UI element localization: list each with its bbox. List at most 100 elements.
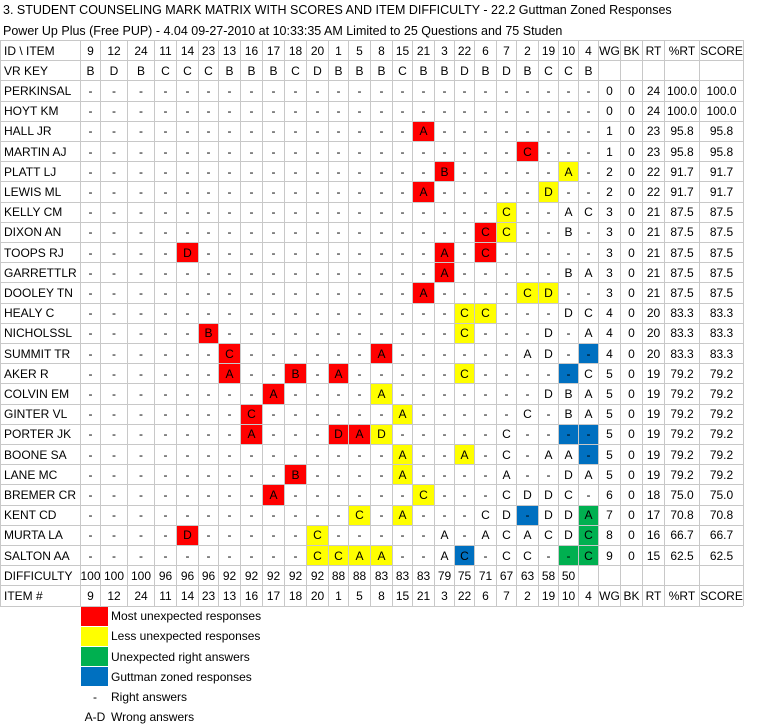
response-cell: -: [163, 265, 168, 280]
wg-value: 4: [606, 306, 613, 321]
response-cell: -: [336, 285, 341, 300]
bk-value: 0: [628, 548, 635, 563]
response-cell-yellow: C: [307, 525, 328, 545]
response-cell: -: [442, 467, 447, 482]
response-cell: -: [206, 427, 211, 442]
response-cell: -: [227, 225, 232, 240]
response-cell: -: [227, 83, 232, 98]
response-cell: -: [357, 124, 362, 139]
response-cell: -: [315, 225, 320, 240]
response-cell-yellow: A: [393, 404, 412, 424]
response-cell: -: [249, 205, 254, 220]
response-cell: -: [227, 265, 232, 280]
response-cell: -: [227, 164, 232, 179]
response-cell: -: [206, 487, 211, 502]
response-cell: -: [249, 164, 254, 179]
response-cell: -: [249, 225, 254, 240]
difficulty-value: 67: [499, 568, 514, 583]
score-value: 79.2: [709, 427, 734, 442]
response-cell: -: [206, 83, 211, 98]
response-cell: C: [502, 427, 511, 442]
response-cell: -: [227, 306, 232, 321]
response-cell-yellow: C: [475, 303, 496, 323]
rt-value: 23: [646, 124, 661, 139]
response-cell: -: [462, 225, 467, 240]
response-cell: -: [206, 225, 211, 240]
response-cell: -: [462, 528, 467, 543]
response-cell: -: [336, 265, 341, 280]
response-cell: -: [293, 83, 298, 98]
response-cell: -: [546, 467, 551, 482]
response-cell: -: [379, 407, 384, 422]
response-cell: -: [546, 83, 551, 98]
response-cell: -: [400, 265, 405, 280]
student-name: LEWIS ML: [4, 184, 62, 199]
rt-value: 19: [646, 427, 661, 442]
response-cell: -: [336, 467, 341, 482]
response-cell: -: [271, 144, 276, 159]
key-cell: B: [269, 63, 278, 78]
score-value: 87.5: [709, 285, 734, 300]
response-cell: -: [293, 346, 298, 361]
response-cell: -: [293, 144, 298, 159]
key-cell: C: [204, 63, 213, 78]
response-cell: -: [271, 548, 276, 563]
pct-rt-value: 79.2: [670, 467, 694, 482]
student-name: KENT CD: [4, 508, 57, 523]
response-cell: -: [112, 386, 116, 401]
key-cell: C: [544, 63, 553, 78]
response-cell: C: [584, 205, 593, 220]
difficulty-value: 88: [331, 568, 346, 583]
response-cell: -: [566, 326, 571, 341]
item-number: 20: [310, 588, 325, 603]
response-cell: A: [584, 467, 593, 482]
column-header: 16: [244, 43, 259, 58]
difficulty-value: 100: [130, 568, 152, 583]
student-name: HOYT KM: [4, 104, 59, 119]
response-cell: -: [400, 184, 405, 199]
response-cell: -: [88, 144, 93, 159]
response-cell: -: [400, 124, 405, 139]
response-cell: -: [112, 184, 116, 199]
response-cell: -: [357, 366, 362, 381]
bk-value: 0: [628, 124, 635, 139]
wg-value: 3: [606, 205, 613, 220]
response-cell: -: [357, 407, 362, 422]
difficulty-value: 63: [520, 568, 535, 583]
item-number: 19: [541, 588, 556, 603]
response-cell: D: [544, 346, 553, 361]
response-cell: -: [249, 83, 254, 98]
legend-swatch-green: [81, 647, 108, 667]
response-cell: -: [566, 104, 571, 119]
response-cell: -: [112, 326, 116, 341]
score-value: 91.7: [709, 184, 734, 199]
wg-value: 3: [606, 285, 613, 300]
response-cell: -: [546, 205, 551, 220]
response-cell: -: [586, 225, 591, 240]
grid-row-line: [0, 403, 743, 405]
response-cell: -: [185, 447, 190, 462]
pct-rt-value: 91.7: [670, 184, 694, 199]
item-number: 15: [395, 588, 410, 603]
student-name: SUMMIT TR: [4, 346, 71, 361]
response-cell: -: [462, 285, 467, 300]
response-cell: -: [271, 184, 276, 199]
grid-row-line: [0, 524, 743, 526]
response-cell: -: [139, 265, 143, 280]
response-cell-yellow: C: [307, 546, 328, 566]
response-cell: C: [502, 487, 511, 502]
response-cell: -: [357, 306, 362, 321]
response-cell: -: [566, 184, 571, 199]
response-cell: -: [271, 265, 276, 280]
response-cell-red: C: [517, 142, 538, 162]
response-cell: -: [88, 346, 93, 361]
response-cell: -: [336, 184, 341, 199]
column-header: BK: [623, 43, 640, 58]
response-cell-red: C: [219, 344, 240, 364]
response-cell: -: [400, 528, 405, 543]
response-cell-red: A: [349, 424, 370, 444]
response-cell: -: [525, 245, 530, 260]
response-cell: -: [442, 83, 447, 98]
item-number: 9: [87, 588, 94, 603]
column-header: 17: [266, 43, 281, 58]
